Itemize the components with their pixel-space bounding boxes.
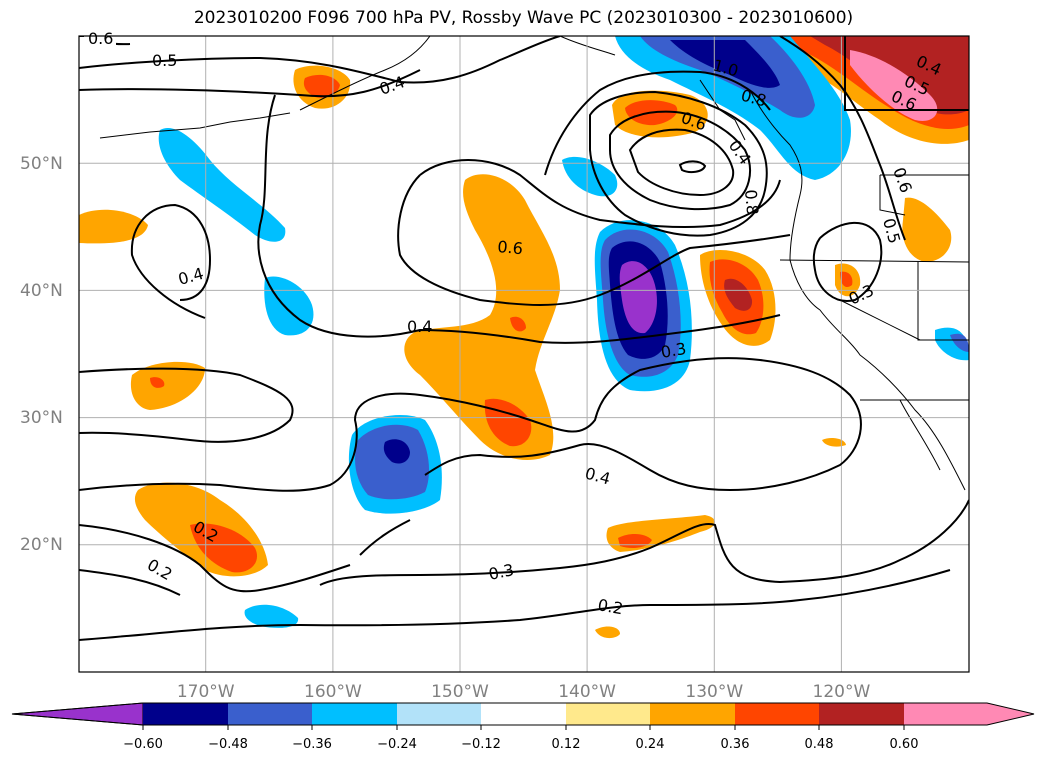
colorbar: −0.60 −0.48 −0.36 −0.24 −0.12 0.12 0.24 …: [11, 702, 1035, 752]
lon-axis: 170°W 160°W 150°W 140°W 130°W 120°W: [177, 682, 871, 702]
colorbar-tick-label: 0.48: [805, 737, 834, 752]
colorbar-swatch: [397, 703, 481, 725]
colorbar-tick-label: 0.24: [636, 737, 665, 752]
colorbar-tick-label: 0.36: [721, 737, 750, 752]
colorbar-swatch: [143, 703, 228, 725]
lat-label: 50°N: [20, 154, 63, 174]
contour-label: 0.6: [88, 29, 113, 48]
colorbar-tick-label: −0.60: [123, 737, 163, 752]
lon-label: 150°W: [431, 682, 489, 702]
lon-label: 130°W: [685, 682, 743, 702]
colorbar-swatch: [650, 703, 735, 725]
colorbar-tick-label: −0.24: [377, 737, 417, 752]
lat-label: 30°N: [20, 408, 63, 428]
contour-label: 0.8: [741, 189, 762, 216]
colorbar-swatch: [312, 703, 397, 725]
colorbar-swatch: [481, 703, 566, 725]
colorbar-tick-label: −0.36: [292, 737, 332, 752]
lon-label: 140°W: [558, 682, 616, 702]
colorbar-tick-label: 0.12: [552, 737, 581, 752]
contour-label: 0.2: [596, 595, 624, 618]
coastline-layer: [99, 36, 969, 491]
lon-label: 120°W: [813, 682, 871, 702]
lat-axis: 50°N 40°N 30°N 20°N: [20, 154, 63, 555]
contour-label: 0.5: [152, 51, 177, 70]
colorbar-max-extend: [904, 703, 1034, 725]
lat-label: 40°N: [20, 281, 63, 301]
colorbar-tick-label: −0.12: [461, 737, 501, 752]
contour-label: 0.6: [497, 237, 524, 258]
contour-label: 0.4: [407, 317, 432, 336]
pv-contours: [79, 36, 969, 641]
lon-label: 170°W: [177, 682, 235, 702]
lat-label: 20°N: [20, 535, 63, 555]
plot-frame: [78, 35, 970, 673]
colorbar-swatch: [735, 703, 819, 725]
contour-label: 0.3: [659, 339, 687, 362]
contour-label: 0.3: [487, 560, 516, 584]
colorbar-tick-label: 0.60: [890, 737, 919, 752]
colorbar-min-extend: [11, 702, 144, 726]
colorbar-swatch: [566, 703, 650, 725]
colorbar-swatch: [228, 703, 312, 725]
lon-label: 160°W: [304, 682, 362, 702]
colorbar-tick-label: −0.48: [208, 737, 248, 752]
map-title: 2023010200 F096 700 hPa PV, Rossby Wave …: [193, 8, 854, 28]
colorbar-outline: [11, 702, 1035, 726]
colorbar-swatch: [819, 703, 904, 725]
